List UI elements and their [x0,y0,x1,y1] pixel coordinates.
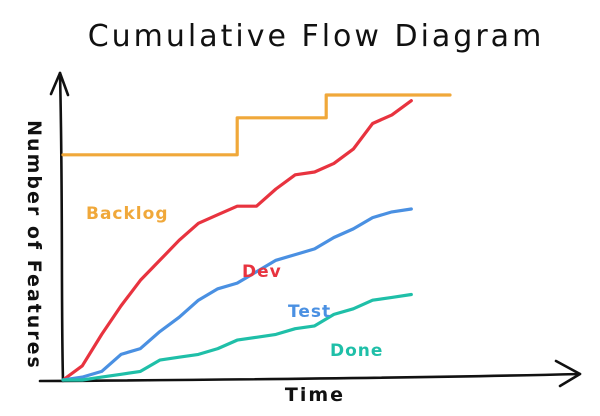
y-axis-line [58,71,65,383]
x-axis-label: Time [285,384,345,406]
x-axis-arrow [554,359,582,388]
series-label-dev: Dev [242,262,282,282]
series-line-done [61,292,413,382]
x-axis-line [38,372,582,383]
chart-title: Cumulative Flow Diagram [88,19,545,54]
series-line-test [61,207,413,382]
series-label-done: Done [330,341,383,361]
axes [38,71,582,388]
series-group [61,93,452,382]
series-line-backlog [61,93,452,157]
series-label-test: Test [288,302,331,322]
series-labels: Backlog Dev Test Done [86,204,383,361]
y-axis-label: Number of Features [23,120,45,370]
y-axis-arrow [49,71,70,97]
series-label-backlog: Backlog [86,204,169,224]
series-line-dev [61,99,413,382]
